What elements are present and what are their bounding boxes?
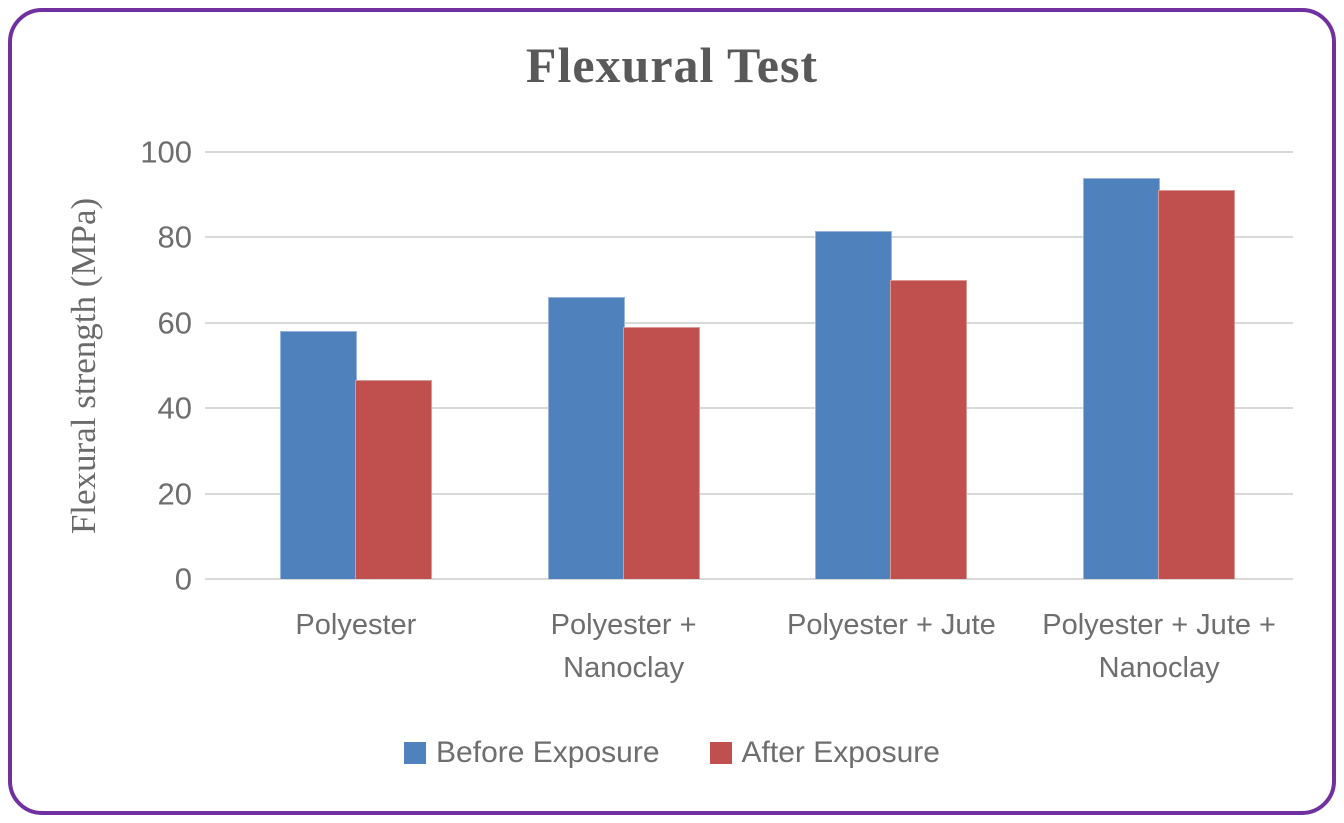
legend-label: After Exposure (741, 736, 940, 769)
x-axis-category-label: Polyester (295, 609, 417, 641)
legend-label: Before Exposure (436, 736, 660, 769)
gridline (205, 151, 1293, 153)
bar-after-exposure (622, 327, 700, 579)
chart-title: Flexural Test (525, 37, 819, 93)
bar-before-exposure (547, 297, 625, 579)
y-tick-label: 40 (157, 390, 192, 426)
gridline (205, 407, 1293, 410)
x-axis-category-label: Polyester + Nanoclay (550, 609, 697, 684)
bar-group (222, 152, 490, 579)
bar-group (758, 152, 1026, 579)
y-axis-tick-labels: 0 20 40 60 80 100 (100, 137, 192, 595)
y-tick-label: 80 (157, 219, 192, 255)
legend-item: After Exposure (709, 736, 940, 769)
legend-swatch-icon (404, 742, 427, 764)
gridline (205, 578, 1293, 580)
bar-after-exposure (1158, 190, 1236, 579)
gridlines (205, 151, 1293, 580)
bar-groups (222, 152, 1293, 579)
bar-group (490, 152, 758, 579)
y-tick-label: 60 (157, 305, 192, 341)
bar-after-exposure (890, 280, 968, 579)
bar-before-exposure (815, 231, 893, 579)
bar-before-exposure (279, 331, 357, 579)
gridline (205, 492, 1293, 495)
legend: Before Exposure After Exposure (0, 738, 1344, 768)
gridline (205, 321, 1293, 324)
y-tick-label: 20 (157, 476, 192, 512)
x-axis-category-label: Polyester + Jute (787, 609, 996, 641)
bar-before-exposure (1083, 177, 1161, 579)
x-axis-labels: Polyester Polyester + Nanoclay Polyester +… (222, 604, 1293, 690)
bar-after-exposure (354, 380, 432, 579)
gridline (205, 236, 1293, 239)
legend-item: Before Exposure (404, 736, 660, 769)
legend-swatch-icon (709, 742, 732, 764)
y-tick-label: 0 (174, 561, 192, 597)
y-tick-label: 100 (140, 134, 192, 170)
bar-group (1025, 152, 1293, 579)
y-axis-title: Flexural strength (MPa) (64, 197, 103, 535)
plot-area (205, 151, 1293, 580)
x-axis-category-label: Polyester + Jute + Nanoclay (1042, 609, 1276, 684)
